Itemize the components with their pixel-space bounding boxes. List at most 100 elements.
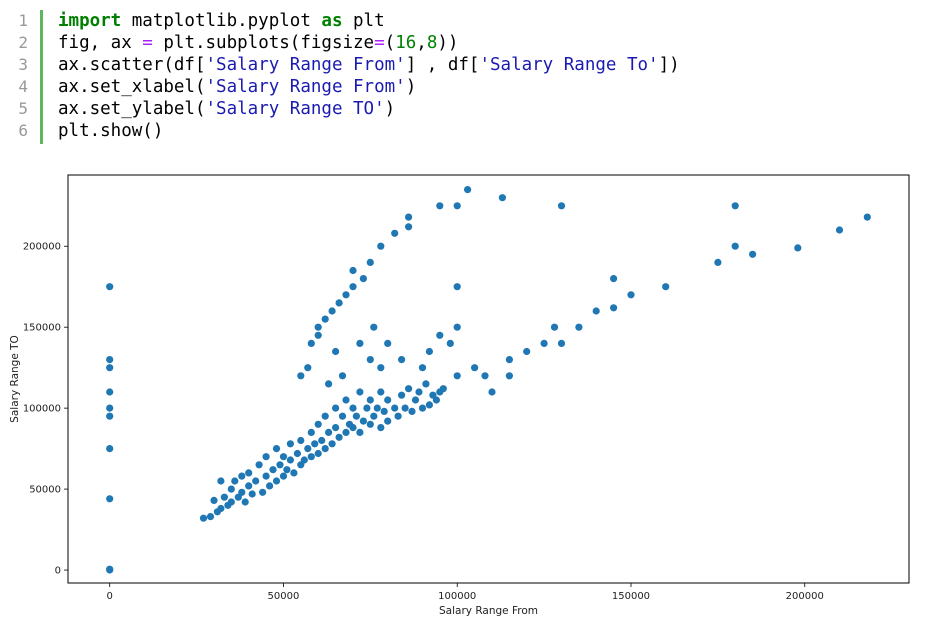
scatter-point [610,275,618,283]
scatter-point [290,469,298,477]
scatter-point [377,424,385,432]
scatter-point [304,364,312,372]
scatter-point [540,339,548,347]
scatter-point [550,323,559,331]
scatter-point [384,339,392,347]
code-line: ax.set_ylabel('Salary Range TO') [58,98,680,120]
scatter-point [453,372,461,380]
scatter-point [384,396,392,404]
code-token: = [142,33,153,53]
x-tick-label: 150000 [612,591,650,602]
scatter-point [471,364,479,372]
line-number: 6 [18,121,28,140]
scatter-point [231,477,239,485]
x-tick-label: 100000 [438,591,476,602]
line-number: 3 [18,55,28,74]
scatter-point [425,401,433,409]
code-token: plt [342,11,385,31]
scatter-point [453,202,461,210]
scatter-point [794,244,802,252]
scatter-point [206,513,215,521]
scatter-point [370,323,378,331]
scatter-point [349,283,357,291]
code-token: )) [437,33,459,53]
line-number: 5 [18,99,28,118]
scatter-point [464,186,472,194]
scatter-point [352,412,360,420]
scatter-point [377,242,385,250]
scatter-point [863,213,871,221]
scatter-points [106,186,871,574]
scatter-point [279,453,288,461]
code-token: ax.set_ylabel( [58,99,206,119]
scatter-point [259,488,267,496]
code-line: ax.scatter(df['Salary Range From'] , df[… [58,54,680,76]
line-number: 1 [18,11,28,30]
scatter-point [106,388,114,396]
y-axis-label: Salary Range TO [9,335,21,423]
scatter-point [332,404,340,412]
scatter-point [106,364,114,372]
code-token: ) [405,77,417,97]
scatter-point [498,194,506,202]
code-line: plt.show() [58,120,680,142]
scatter-point [377,364,385,372]
scatter-point [731,202,739,210]
scatter-point [481,372,489,380]
scatter-point [272,477,281,485]
scatter-point [405,223,413,231]
scatter-point [332,347,340,356]
scatter-point [245,469,253,477]
code-line: ax.set_xlabel('Salary Range From') [58,76,680,98]
code-token: 16 [395,33,417,53]
scatter-point [425,347,433,356]
scatter-point [401,404,409,412]
scatter-point [436,331,444,339]
scatter-point [523,347,531,356]
scatter-point [446,339,454,347]
scatter-point [293,449,301,458]
scatter-point [338,412,347,420]
scatter-point [241,498,249,506]
scatter-point [731,242,739,250]
code-editor[interactable]: import matplotlib.pyplot as plt fig, ax =… [58,10,680,142]
scatter-point [314,449,322,458]
x-axis-label: Salary Range From [439,605,538,617]
scatter-point [575,323,583,331]
y-tick-label: 100000 [23,404,61,415]
scatter-point [422,380,430,388]
code-token: , [416,33,427,53]
cell-selection-bar [40,10,43,144]
scatter-point [505,372,513,380]
line-number-gutter: 1 2 3 4 5 6 [0,10,28,142]
scatter-point [359,417,367,425]
scatter-point [286,456,294,464]
line-number: 2 [18,33,28,52]
scatter-point [453,283,461,291]
scatter-point [318,436,326,445]
scatter-point [835,226,844,234]
scatter-point [356,388,364,396]
code-token: 8 [426,33,438,53]
scatter-point [106,565,114,573]
scatter-point [405,385,413,393]
x-tick-label: 0 [107,591,113,602]
scatter-point [398,356,406,364]
scatter-point [311,440,319,448]
scatter-point [217,477,225,485]
line-number: 4 [18,77,28,96]
scatter-point [321,445,329,453]
scatter-point [384,417,392,425]
scatter-point [349,404,357,412]
scatter-point [380,407,388,415]
scatter-point [415,388,423,396]
y-tick-label: 150000 [23,323,61,334]
x-tick-label: 50000 [268,591,300,602]
scatter-point [300,456,308,464]
code-cell[interactable]: 1 2 3 4 5 6 import matplotlib.pyplot as plt fi… [0,0,928,160]
scatter-point [366,356,374,364]
scatter-point [262,453,270,461]
scatter-point [328,440,336,448]
code-token: ( [384,33,396,53]
scatter-point [307,453,315,461]
